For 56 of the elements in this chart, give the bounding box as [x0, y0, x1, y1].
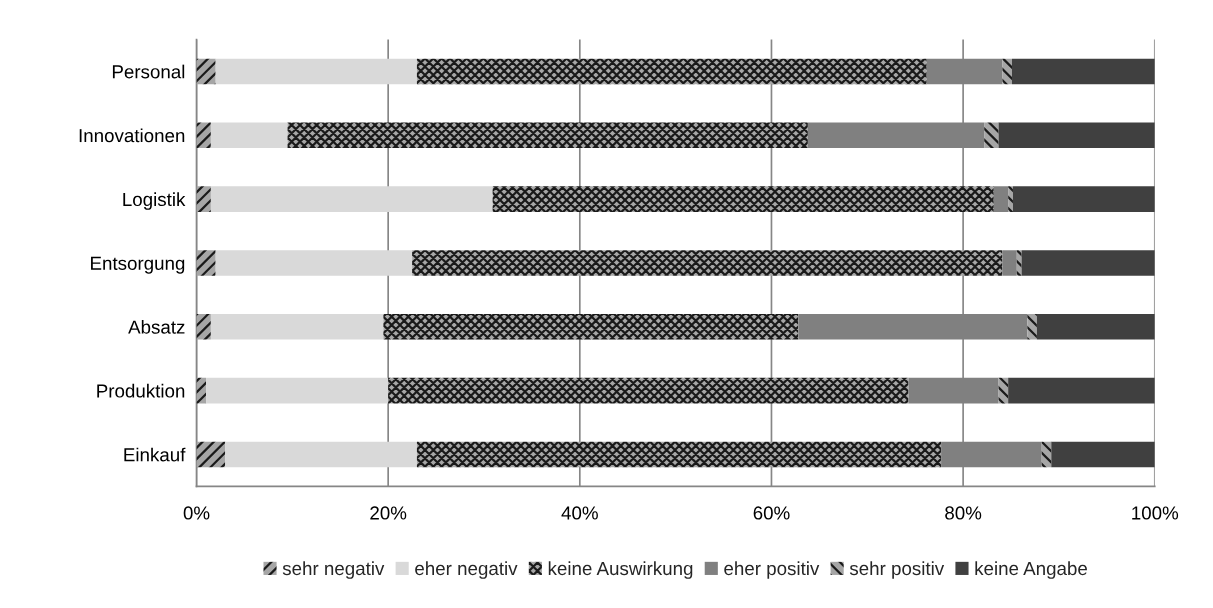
bar [984, 122, 999, 149]
bar [416, 441, 942, 468]
bar [215, 58, 417, 85]
bar [1051, 441, 1155, 468]
legend-label: keine Auswirkung [548, 561, 693, 579]
bar [210, 314, 384, 340]
x-tick-label: 100% [1132, 506, 1179, 520]
bar [206, 377, 389, 404]
bar [1002, 250, 1017, 276]
bar [1036, 314, 1155, 340]
bar [225, 441, 417, 468]
legend-label: sehr positiv [849, 561, 945, 579]
bar [1002, 58, 1012, 85]
bar [210, 122, 288, 149]
y-tick-label: Produktion [97, 383, 185, 398]
bar [1008, 186, 1013, 212]
y-tick-label: Entsorgung [91, 256, 185, 274]
x-tick-label: 40% [561, 506, 598, 520]
bar [196, 250, 216, 276]
bar [412, 250, 1003, 276]
bar [1012, 186, 1155, 212]
y-tick-label: Logistik [123, 192, 186, 210]
legend-label: eher negativ [415, 561, 518, 579]
bar [196, 58, 216, 85]
bar [416, 58, 927, 85]
legend-label: keine Angabe [975, 561, 1087, 579]
y-tick-label: Innovationen [79, 128, 185, 143]
bar [388, 377, 909, 404]
x-tick-label: 60% [753, 506, 790, 520]
bar [1027, 314, 1037, 340]
bar [196, 186, 211, 212]
x-tick-label: 20% [370, 506, 407, 520]
bar [196, 314, 211, 340]
y-tick-label: Einkauf [124, 447, 186, 462]
x-tick-label: 80% [945, 506, 982, 520]
bar [1008, 377, 1155, 404]
bar [998, 122, 1155, 149]
x-tick-label: 0% [183, 506, 210, 520]
bar [196, 441, 226, 468]
bar [1021, 250, 1155, 276]
bar [196, 377, 207, 404]
legend-label: eher positiv [724, 561, 820, 579]
bar [210, 186, 493, 212]
bar [492, 186, 994, 212]
bar [287, 122, 808, 149]
bar [1016, 250, 1022, 276]
bar [993, 186, 1009, 212]
legend-label: sehr negativ [282, 561, 385, 579]
bar [998, 377, 1009, 404]
bar [383, 314, 799, 340]
bar [1011, 58, 1155, 85]
bar [196, 122, 211, 149]
y-tick-label: Personal [112, 64, 185, 79]
bar [1041, 441, 1052, 468]
y-tick-label: Absatz [128, 320, 185, 334]
bar [215, 250, 413, 276]
